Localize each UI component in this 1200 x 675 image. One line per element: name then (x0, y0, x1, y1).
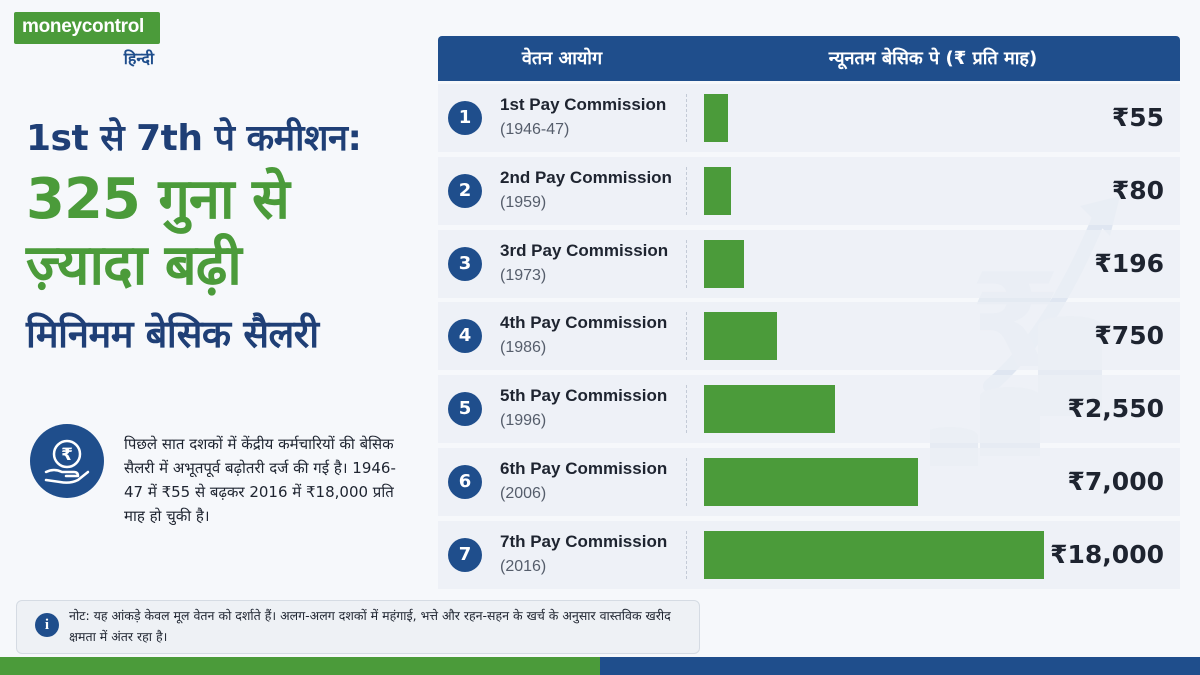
table-header: वेतन आयोग न्यूनतम बेसिक पे (₹ प्रति माह) (438, 36, 1180, 81)
row-number-badge: 3 (448, 246, 482, 281)
chart-row: 2 2nd Pay Commission (1959) ₹80 (438, 156, 1180, 225)
footer-bar-blue (600, 657, 1200, 675)
chart-row: 4 4th Pay Commission (1986) ₹750 (438, 302, 1180, 371)
logo-sub: हिन्दी (123, 49, 154, 68)
category-year: (1996) (500, 412, 547, 430)
value-label: ₹750 (1094, 321, 1164, 351)
headline-line1: 1st से 7th पे कमीशन: (26, 118, 362, 159)
row-separator (686, 385, 687, 434)
chart-row: 3 3rd Pay Commission (1973) ₹196 (438, 229, 1180, 298)
headline-line4: मिनिमम बेसिक सैलरी (26, 312, 319, 356)
value-label: ₹196 (1094, 248, 1164, 278)
category-label: 6th Pay Commission (500, 459, 668, 478)
row-number-badge: 2 (448, 173, 482, 208)
chart-row: 7 7th Pay Commission (2016) ₹18,000 (438, 520, 1180, 589)
value-label: ₹18,000 (1050, 539, 1164, 569)
headline-line2: 325 गुना से (26, 167, 290, 232)
category-year: (2016) (500, 557, 547, 575)
value-label: ₹7,000 (1067, 467, 1164, 496)
category-year: (2006) (500, 485, 547, 502)
chart-row: 6 6th Pay Commission (2006) ₹7,000 (438, 448, 1180, 516)
category-year: (1973) (500, 266, 547, 284)
headline: 1st से 7th पे कमीशन: 325 गुना से ज़्यादा… (26, 112, 426, 359)
note-box: i नोट: यह आंकड़े केवल मूल वेतन को दर्शात… (16, 600, 700, 654)
svg-text:₹: ₹ (61, 445, 73, 465)
category-year: (1946-47) (500, 121, 570, 138)
footer-bar-green (0, 657, 600, 675)
value-label: ₹2,550 (1067, 394, 1164, 424)
row-separator (686, 530, 687, 579)
category-label: 5th Pay Commission (500, 386, 668, 406)
bar (704, 239, 744, 288)
row-separator (686, 458, 687, 506)
rupee-hand-icon: ₹ (30, 424, 104, 498)
bar (704, 312, 778, 361)
header-col-basic-pay: न्यूनतम बेसिक पे (₹ प्रति माह) (828, 48, 1038, 69)
row-separator (686, 239, 687, 288)
category-year: (1986) (500, 339, 547, 357)
header-col-commission: वेतन आयोग (521, 48, 603, 69)
info-icon: i (35, 613, 59, 637)
logo-brand: moneycontrol (14, 12, 160, 44)
bar (704, 166, 732, 215)
category-label: 7th Pay Commission (500, 531, 668, 551)
row-number-badge: 1 (448, 101, 482, 135)
note-text: नोट: यह आंकड़े केवल मूल वेतन को दर्शाते … (69, 608, 671, 644)
bar (704, 94, 728, 142)
bar (704, 530, 1044, 579)
chart-row: 5 5th Pay Commission (1996) ₹2,550 (438, 375, 1180, 444)
bar (704, 385, 836, 434)
description-text: पिछले सात दशकों में केंद्रीय कर्मचारियों… (124, 435, 396, 525)
category-label: 2nd Pay Commission (500, 167, 672, 187)
pay-commission-chart: वेतन आयोग न्यूनतम बेसिक पे (₹ प्रति माह)… (438, 36, 1180, 589)
bar (704, 458, 918, 506)
category-label: 3rd Pay Commission (500, 240, 669, 260)
row-separator (686, 94, 687, 142)
row-number-badge: 5 (448, 392, 482, 427)
value-label: ₹55 (1111, 103, 1164, 132)
row-number-badge: 4 (448, 319, 482, 354)
headline-line3: ज़्यादा बढ़ी (26, 233, 242, 298)
category-year: (1959) (500, 193, 547, 211)
category-label: 1st Pay Commission (500, 95, 667, 114)
row-number-badge: 6 (448, 465, 482, 499)
row-separator (686, 312, 687, 361)
row-separator (686, 166, 687, 215)
moneycontrol-logo[interactable]: moneycontrol हिन्दी (14, 12, 160, 69)
row-number-badge: 7 (448, 537, 482, 572)
category-label: 4th Pay Commission (500, 313, 668, 333)
value-label: ₹80 (1111, 175, 1164, 205)
chart-row: 1 1st Pay Commission (1946-47) ₹55 (438, 84, 1180, 152)
